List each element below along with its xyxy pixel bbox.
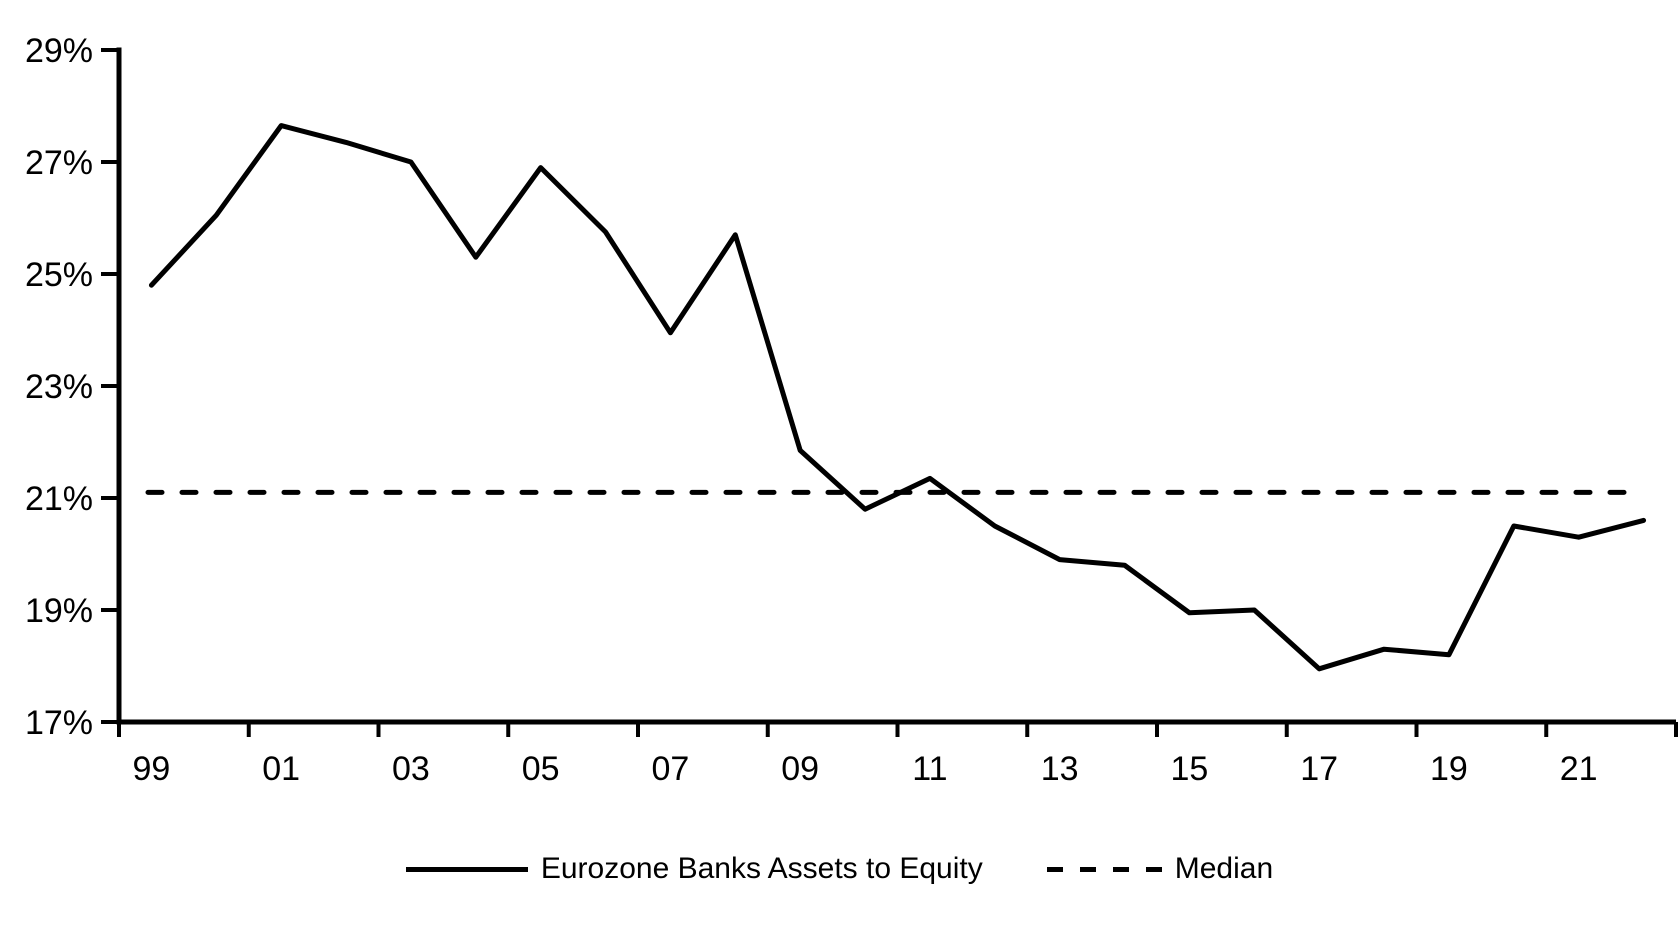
legend-label-assets-to-equity: Eurozone Banks Assets to Equity	[540, 852, 983, 885]
y-tick-label: 29%	[25, 32, 93, 70]
legend-item-assets-to-equity: Eurozone Banks Assets to Equity	[405, 852, 983, 886]
y-tick-label: 19%	[25, 592, 93, 630]
y-tick-label: 23%	[25, 368, 93, 406]
x-tick-label: 21	[1560, 750, 1598, 788]
x-tick-label: 05	[522, 750, 560, 788]
x-tick-label: 09	[781, 750, 819, 788]
x-tick-label: 11	[912, 750, 947, 788]
y-axis-ticks: 17% 19% 21% 23% 25% 27% 29%	[25, 32, 119, 742]
axes	[116, 47, 1676, 725]
assets-to-equity-line	[148, 123, 1647, 672]
x-tick-label: 01	[262, 750, 300, 788]
legend-item-median: Median	[1046, 852, 1274, 886]
x-tick-label: 15	[1171, 750, 1209, 788]
dashed-line-swatch-icon	[1046, 866, 1162, 872]
x-tick-label: 03	[392, 750, 430, 788]
y-tick-label: 27%	[25, 144, 93, 182]
x-tick-label: 19	[1430, 750, 1468, 788]
y-tick-label: 25%	[25, 256, 93, 294]
legend: Eurozone Banks Assets to Equity Median	[0, 845, 1679, 893]
x-tick-label: 13	[1041, 750, 1079, 788]
x-tick-label: 99	[133, 750, 171, 788]
y-tick-label: 17%	[25, 704, 93, 742]
x-axis-ticks: 99 01 03 05 07 09 11 13 15 17 19 21	[117, 722, 1678, 788]
x-tick-label: 07	[652, 750, 690, 788]
x-tick-label: 17	[1300, 750, 1338, 788]
legend-label-median: Median	[1174, 852, 1274, 885]
y-tick-label: 21%	[25, 480, 93, 518]
solid-line-swatch-icon	[405, 866, 528, 872]
plot-series	[145, 123, 1647, 672]
